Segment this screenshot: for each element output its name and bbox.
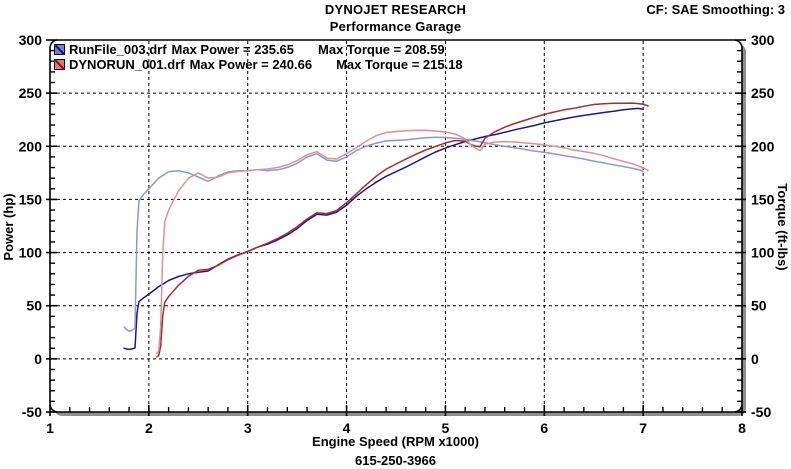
curve-run1-power [123,107,644,351]
y-axis-label-left: Power (hp) [1,193,16,260]
run2-max-torque: Max Torque = 215.18 [336,57,463,72]
y-tick-label-left-300: 300 [19,32,43,48]
curve-run2-power [156,102,649,358]
y-tick-label-right-250: 250 [751,85,775,101]
app-subtitle: Performance Garage [329,19,462,34]
y-tick-label-left-250: 250 [19,85,43,101]
plot-frame [49,39,743,413]
y-tick-label-right-100: 100 [751,245,775,261]
y-tick-label-left-100: 100 [19,245,43,261]
run1-marker-diagonal [54,44,65,55]
x-tick-label-3: 3 [244,420,252,436]
run2-marker-diagonal [54,59,65,70]
x-tick-label-5: 5 [442,420,450,436]
y-tick-label-right-50: 50 [751,298,767,314]
y-tick-label-right-300: 300 [751,32,775,48]
y-axis-label-right: Torque (ft-lbs) [775,183,790,270]
curve-run1-torque [123,136,644,332]
x-tick-label-4: 4 [343,420,351,436]
x-tick-label-8: 8 [738,420,746,436]
y-tick-label-right--50: -50 [751,404,771,420]
run2-max-power: Max Power = 240.66 [189,57,313,72]
y-tick-label-left-50: 50 [26,298,42,314]
shop-phone-number: 615-250-3966 [355,453,436,468]
y-tick-label-left--50: -50 [22,404,42,420]
app-title: DYNOJET RESEARCH [324,2,467,17]
legend-row-run1: RunFile_003.drf Max Power = 235.65 Max T… [54,42,463,57]
y-tick-label-left-0: 0 [34,351,42,367]
run1-max-power: Max Power = 235.65 [171,42,295,57]
x-tick-label-7: 7 [639,420,647,436]
run1-file-name: RunFile_003.drf [69,42,167,57]
y-tick-label-left-200: 200 [19,138,43,154]
x-tick-label-2: 2 [145,420,153,436]
x-tick-label-6: 6 [540,420,548,436]
y-tick-label-right-0: 0 [751,351,759,367]
run2-file-name: DYNORUN_001.drf [69,57,185,72]
correction-smoothing-status: CF: SAE Smoothing: 3 [646,2,785,17]
run1-legend-marker-icon [54,44,65,55]
y-tick-label-right-200: 200 [751,138,775,154]
curve-run2-torque [156,129,649,355]
run1-max-torque: Max Torque = 208.59 [318,42,445,57]
legend-row-run2: DYNORUN_001.drf Max Power = 240.66 Max T… [54,57,463,72]
x-tick-label-1: 1 [46,420,54,436]
x-axis-label: Engine Speed (RPM x1000) [312,434,479,449]
legend: RunFile_003.drf Max Power = 235.65 Max T… [54,42,463,72]
y-tick-label-left-150: 150 [19,191,43,207]
y-tick-label-right-150: 150 [751,191,775,207]
run2-legend-marker-icon [54,59,65,70]
